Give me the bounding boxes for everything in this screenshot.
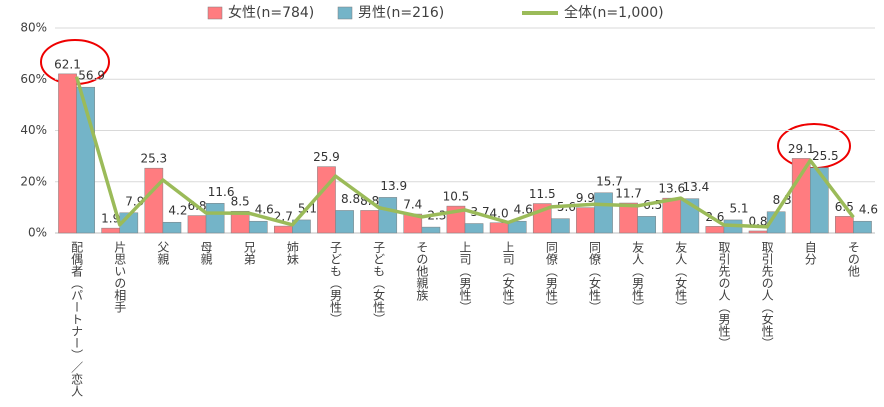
x-tick-label: 取引先の人（女性） bbox=[760, 241, 774, 349]
bar bbox=[360, 210, 379, 234]
bar bbox=[594, 192, 613, 234]
bar bbox=[162, 221, 182, 234]
bar bbox=[421, 226, 441, 234]
x-tick-label: 母親 bbox=[199, 241, 213, 265]
bar bbox=[335, 210, 354, 234]
value-label: 11.5 bbox=[529, 187, 556, 201]
value-label: 8.5 bbox=[231, 195, 250, 209]
bar bbox=[205, 203, 225, 234]
value-label: 29.1 bbox=[788, 142, 815, 156]
x-tick-label: 父親 bbox=[156, 241, 170, 265]
x-tick-label: 同僚（女性） bbox=[587, 241, 601, 313]
legend-label: 全体(n=1,000) bbox=[564, 4, 664, 21]
bar bbox=[187, 215, 207, 234]
value-label: 4.6 bbox=[859, 203, 878, 217]
legend-swatch bbox=[337, 6, 353, 20]
value-label: 13.4 bbox=[682, 180, 709, 194]
legend-label: 男性(n=216) bbox=[358, 5, 444, 21]
bar bbox=[791, 158, 811, 234]
x-tick-label: 配偶者（パートナー）／恋人 bbox=[70, 241, 84, 397]
value-label: 9.9 bbox=[576, 191, 595, 205]
value-label: 62.1 bbox=[54, 57, 81, 71]
value-label: 4.6 bbox=[514, 203, 533, 217]
value-label: 5.1 bbox=[729, 201, 748, 215]
bar bbox=[619, 202, 638, 234]
bar bbox=[378, 197, 398, 234]
x-tick-label: 自分 bbox=[803, 241, 817, 266]
x-tick-label: 兄弟 bbox=[242, 241, 256, 265]
legend: 女性(n=784) 男性(n=216) 全体(n=1,000) bbox=[207, 4, 664, 21]
value-label: 13.6 bbox=[658, 182, 685, 196]
bar bbox=[489, 222, 509, 234]
y-tick-label: 60% bbox=[20, 72, 47, 86]
x-tick-label: 上司（男性） bbox=[458, 241, 472, 313]
value-label: 4.2 bbox=[168, 204, 187, 218]
bar bbox=[248, 220, 268, 234]
x-tick-label: 取引先の人（男性） bbox=[717, 241, 731, 349]
bar bbox=[58, 73, 77, 234]
value-label: 8.8 bbox=[341, 192, 360, 206]
x-tick-label: 片思いの相手 bbox=[113, 241, 127, 313]
x-tick-label: 姉妹 bbox=[285, 240, 299, 265]
bar bbox=[576, 207, 595, 234]
x-tick-label: その他親族 bbox=[415, 241, 429, 302]
x-tick-label: 上司（女性） bbox=[501, 241, 515, 313]
bar bbox=[810, 167, 829, 234]
x-tick-label: 子ども（女性） bbox=[372, 241, 386, 325]
value-label: 25.3 bbox=[140, 152, 167, 166]
bar bbox=[748, 230, 768, 234]
bar bbox=[273, 225, 293, 234]
x-tick-label: 同僚（男性） bbox=[544, 241, 558, 313]
value-label: 56.9 bbox=[78, 69, 105, 83]
x-tick-label: 友人（女性） bbox=[674, 241, 688, 313]
value-label: 10.5 bbox=[443, 190, 470, 204]
x-tick-label: 友人（男性） bbox=[631, 241, 645, 313]
value-label: 11.7 bbox=[615, 187, 642, 201]
bar bbox=[637, 216, 657, 234]
legend-label: 女性(n=784) bbox=[228, 4, 314, 21]
value-label: 13.9 bbox=[380, 179, 407, 193]
value-label: 15.7 bbox=[596, 174, 623, 188]
bar bbox=[853, 220, 872, 234]
x-tick-label: 子ども（男性） bbox=[329, 241, 343, 325]
line bbox=[74, 76, 855, 229]
bar bbox=[705, 226, 725, 234]
bar bbox=[835, 216, 854, 234]
x-tick-label: その他 bbox=[846, 241, 860, 277]
value-label: 4.6 bbox=[255, 203, 274, 217]
bar bbox=[464, 223, 484, 234]
bar bbox=[507, 220, 527, 234]
y-tick-label: 40% bbox=[20, 123, 47, 137]
bar bbox=[662, 197, 682, 234]
bar bbox=[101, 227, 120, 234]
value-label: 25.9 bbox=[313, 150, 340, 164]
bar bbox=[551, 218, 570, 234]
value-label: 25.5 bbox=[812, 149, 839, 163]
y-tick-label: 20% bbox=[20, 174, 47, 188]
y-tick-label: 0% bbox=[28, 226, 47, 240]
value-label: 7.4 bbox=[403, 198, 422, 212]
legend-swatch bbox=[207, 6, 223, 20]
value-label: 11.6 bbox=[208, 185, 235, 199]
y-tick-label: 80% bbox=[20, 21, 47, 35]
bar bbox=[144, 167, 164, 234]
